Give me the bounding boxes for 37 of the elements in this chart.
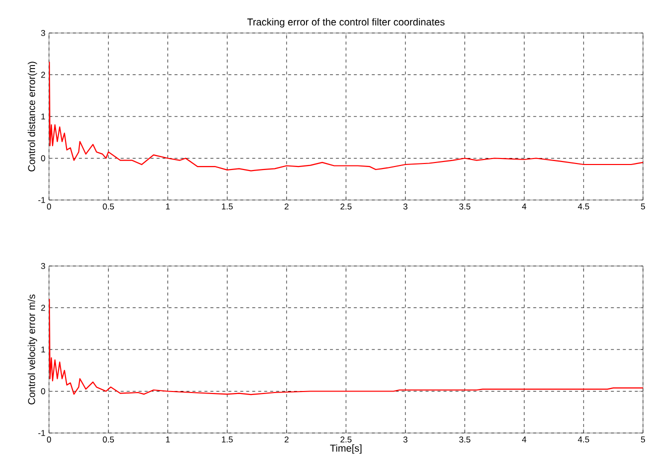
x-tick-label: 0.5 <box>102 436 114 443</box>
y-tick-label: 2 <box>41 304 46 311</box>
y-tick-label: -1 <box>38 197 46 203</box>
x-tick-label: 2.5 <box>340 204 352 210</box>
x-tick-label: 0 <box>46 436 52 443</box>
line-series <box>49 298 644 396</box>
x-tick-label: 1.5 <box>222 204 233 210</box>
y-tick-label: 3 <box>41 30 46 36</box>
x-tick-label: 3.5 <box>459 436 470 443</box>
x-tick-label: 4 <box>522 204 526 210</box>
x-tick-label: 4 <box>522 436 526 442</box>
x-tick-label: 0.5 <box>102 204 114 210</box>
x-axis-title: Time[s] <box>330 444 362 454</box>
y-tick-label: 1 <box>41 114 46 120</box>
x-tick-label: 1 <box>166 204 170 210</box>
x-tick-label: 3 <box>403 204 408 210</box>
x-tick-label: 4.5 <box>578 436 590 442</box>
x-tick-label: 2 <box>284 436 289 442</box>
x-tick-label: 0 <box>46 204 52 210</box>
x-tick-label: 1.5 <box>222 436 233 442</box>
y-tick-label: 0 <box>41 155 46 162</box>
y-tick-label: 2 <box>41 72 46 78</box>
x-tick-label: 5 <box>640 436 646 442</box>
x-tick-label: 2 <box>284 204 289 210</box>
y-tick-label: 1 <box>41 346 46 352</box>
x-tick-label: 4.5 <box>578 204 590 210</box>
chart-title: Tracking error of the control filter coordinates <box>247 18 445 28</box>
x-tick-label: 3 <box>403 436 408 443</box>
y-axis-title: Control distance error(m) <box>28 62 38 172</box>
y-tick-label: 3 <box>41 263 46 269</box>
x-tick-label: 2.5 <box>340 436 352 443</box>
y-tick-label: 0 <box>41 388 46 394</box>
x-tick-label: 5 <box>640 204 646 210</box>
x-tick-label: 3.5 <box>459 204 470 210</box>
y-tick-label: -1 <box>38 430 46 436</box>
y-axis-title: Control velocity error m/s <box>28 294 38 404</box>
x-tick-label: 1 <box>166 436 170 442</box>
